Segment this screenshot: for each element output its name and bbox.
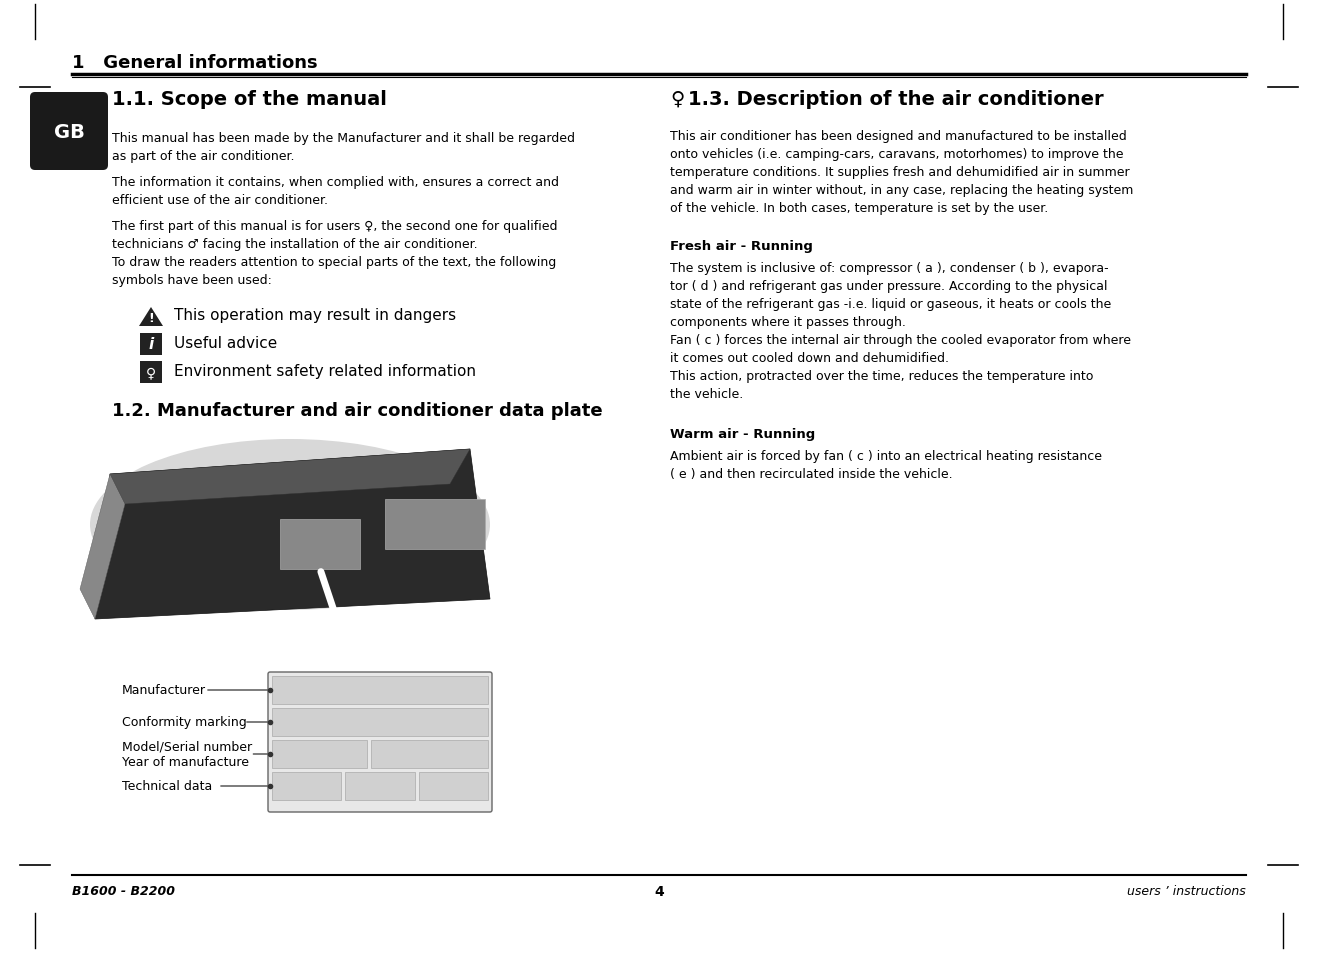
Text: 4: 4 (654, 884, 664, 898)
FancyBboxPatch shape (419, 772, 488, 801)
Polygon shape (138, 308, 163, 327)
FancyBboxPatch shape (272, 677, 488, 704)
Polygon shape (95, 450, 490, 619)
Text: technicians ♂ facing the installation of the air conditioner.: technicians ♂ facing the installation of… (112, 237, 477, 251)
Text: This operation may result in dangers: This operation may result in dangers (174, 308, 456, 323)
Text: tor ( d ) and refrigerant gas under pressure. According to the physical: tor ( d ) and refrigerant gas under pres… (670, 280, 1107, 293)
Text: Warm air - Running: Warm air - Running (670, 428, 816, 440)
Polygon shape (109, 450, 471, 504)
FancyBboxPatch shape (140, 361, 162, 384)
Text: This air conditioner has been designed and manufactured to be installed: This air conditioner has been designed a… (670, 130, 1127, 143)
FancyBboxPatch shape (272, 740, 366, 768)
Text: The first part of this manual is for users ♀, the second one for qualified: The first part of this manual is for use… (112, 220, 558, 233)
Text: it comes out cooled down and dehumidified.: it comes out cooled down and dehumidifie… (670, 352, 949, 365)
Text: !: ! (148, 313, 154, 325)
Text: ♀: ♀ (670, 90, 684, 109)
FancyBboxPatch shape (140, 334, 162, 355)
Text: Fresh air - Running: Fresh air - Running (670, 240, 813, 253)
Text: efficient use of the air conditioner.: efficient use of the air conditioner. (112, 193, 328, 207)
Text: This manual has been made by the Manufacturer and it shall be regarded: This manual has been made by the Manufac… (112, 132, 575, 145)
Text: Ambient air is forced by fan ( c ) into an electrical heating resistance: Ambient air is forced by fan ( c ) into … (670, 450, 1102, 462)
Text: of the vehicle. In both cases, temperature is set by the user.: of the vehicle. In both cases, temperatu… (670, 202, 1048, 214)
FancyBboxPatch shape (370, 740, 488, 768)
Text: Useful advice: Useful advice (174, 335, 277, 351)
Text: ( e ) and then recirculated inside the vehicle.: ( e ) and then recirculated inside the v… (670, 468, 953, 480)
Text: Fan ( c ) forces the internal air through the cooled evaporator from where: Fan ( c ) forces the internal air throug… (670, 334, 1131, 347)
Text: state of the refrigerant gas -i.e. liquid or gaseous, it heats or cools the: state of the refrigerant gas -i.e. liqui… (670, 297, 1111, 311)
Polygon shape (80, 475, 125, 619)
Text: The system is inclusive of: compressor ( a ), condenser ( b ), evapora-: The system is inclusive of: compressor (… (670, 262, 1108, 274)
Text: the vehicle.: the vehicle. (670, 388, 743, 400)
Text: B1600 - B2200: B1600 - B2200 (72, 884, 175, 897)
FancyBboxPatch shape (345, 772, 415, 801)
Ellipse shape (90, 439, 490, 610)
FancyBboxPatch shape (272, 708, 488, 737)
Text: Year of manufacture: Year of manufacture (123, 756, 249, 769)
Text: Conformity marking: Conformity marking (123, 716, 246, 729)
FancyBboxPatch shape (279, 519, 360, 569)
FancyBboxPatch shape (272, 772, 341, 801)
Text: ♀: ♀ (146, 366, 156, 379)
Text: 1.1. Scope of the manual: 1.1. Scope of the manual (112, 90, 387, 109)
Text: components where it passes through.: components where it passes through. (670, 315, 905, 329)
Text: 1.2. Manufacturer and air conditioner data plate: 1.2. Manufacturer and air conditioner da… (112, 401, 602, 419)
Text: symbols have been used:: symbols have been used: (112, 274, 272, 287)
Text: To draw the readers attention to special parts of the text, the following: To draw the readers attention to special… (112, 255, 556, 269)
Text: Environment safety related information: Environment safety related information (174, 364, 476, 378)
FancyBboxPatch shape (385, 499, 485, 550)
Text: GB: GB (54, 122, 84, 141)
Text: temperature conditions. It supplies fresh and dehumidified air in summer: temperature conditions. It supplies fres… (670, 166, 1130, 179)
Text: The information it contains, when complied with, ensures a correct and: The information it contains, when compli… (112, 175, 559, 189)
Text: 1   General informations: 1 General informations (72, 54, 318, 71)
Text: users ’ instructions: users ’ instructions (1127, 884, 1246, 897)
Text: This action, protracted over the time, reduces the temperature into: This action, protracted over the time, r… (670, 370, 1094, 382)
FancyBboxPatch shape (268, 672, 492, 812)
Text: as part of the air conditioner.: as part of the air conditioner. (112, 150, 294, 163)
Text: onto vehicles (i.e. camping-cars, caravans, motorhomes) to improve the: onto vehicles (i.e. camping-cars, carava… (670, 148, 1123, 161)
Text: Manufacturer: Manufacturer (123, 684, 206, 697)
Text: 1.3. Description of the air conditioner: 1.3. Description of the air conditioner (688, 90, 1103, 109)
Text: Technical data: Technical data (123, 780, 212, 793)
FancyBboxPatch shape (30, 92, 108, 171)
Text: and warm air in winter without, in any case, replacing the heating system: and warm air in winter without, in any c… (670, 184, 1133, 196)
Text: Model/Serial number: Model/Serial number (123, 740, 252, 753)
Text: i: i (149, 337, 154, 352)
